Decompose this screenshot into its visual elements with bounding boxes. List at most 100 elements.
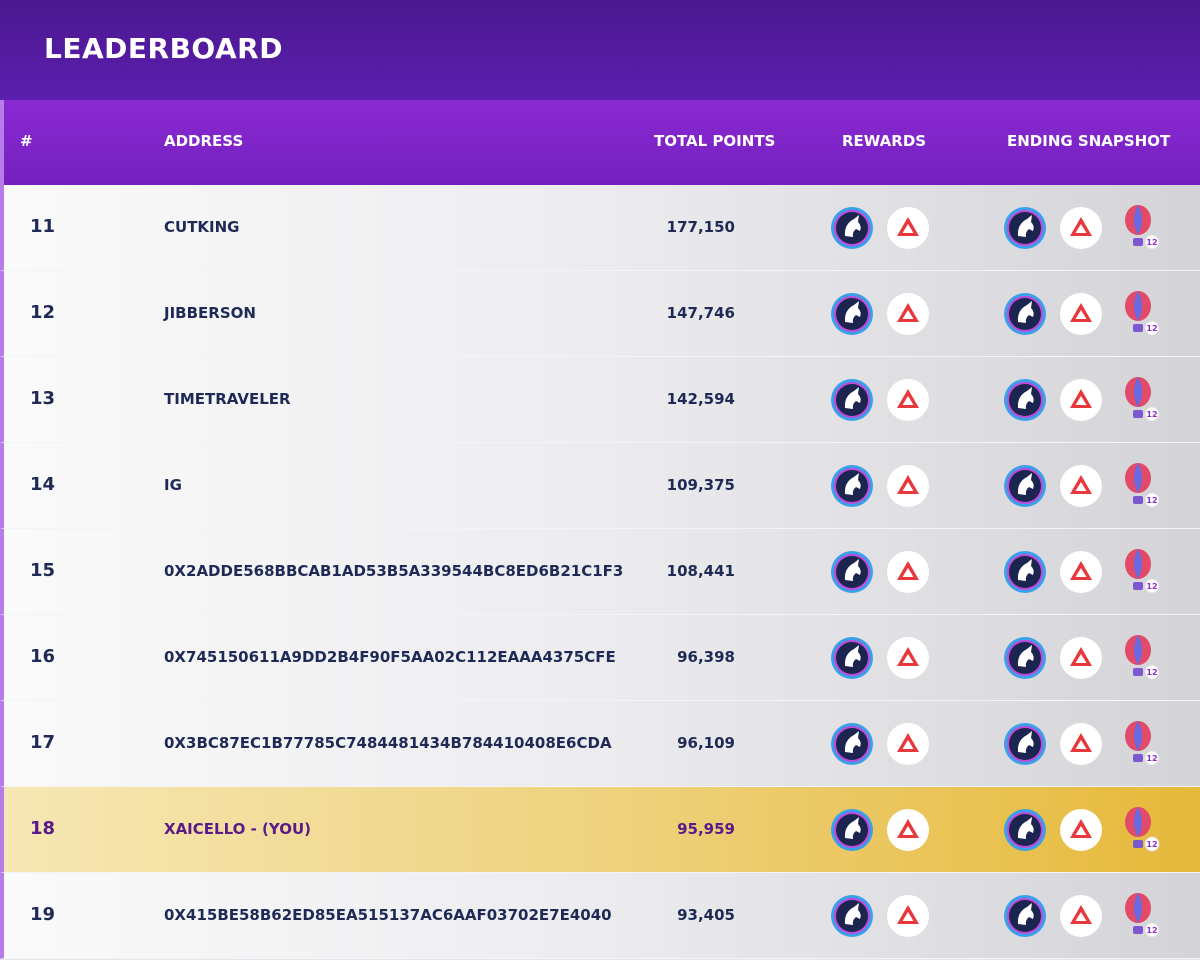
icon-glyph: [1017, 731, 1034, 753]
icon-glyph: [844, 301, 861, 323]
table-row: 13 TIMETRAVELER 142,594 12: [0, 357, 1200, 443]
column-header: #: [20, 132, 33, 150]
token-icon: [887, 465, 929, 507]
badge-bg: [1144, 836, 1160, 852]
icon-glyph: [1070, 905, 1092, 924]
table-row: 11 CUTKING 177,150 12: [0, 185, 1200, 271]
total-points: 96,398: [677, 648, 735, 666]
column-header: TOTAL POINTS: [654, 132, 776, 150]
table-row: 19 0X415BE58B62ED85EA515137AC6AAF03702E7E…: [0, 873, 1200, 959]
icon-bg: [887, 637, 929, 679]
icon-glyph: [897, 819, 919, 838]
unicorn-icon: [1004, 723, 1046, 765]
badge-bg: [1144, 234, 1160, 250]
badge-bg: [1144, 578, 1160, 594]
icon-bg: [887, 293, 929, 335]
balloon-icon: 12: [1125, 463, 1160, 508]
icon-bg: [1060, 551, 1102, 593]
token-icon: [1060, 465, 1102, 507]
total-points: 95,959: [677, 820, 735, 838]
icon-bg: [1060, 895, 1102, 937]
table-row: 14 IG 109,375 12: [0, 443, 1200, 529]
badge-bg: [1144, 320, 1160, 336]
balloon-stripe: [1134, 549, 1142, 579]
balloon-icon: 12: [1125, 291, 1160, 336]
balloon-stripe: [1134, 377, 1142, 407]
badge-label: 12: [1146, 410, 1157, 419]
token-icon: [1060, 895, 1102, 937]
column-header: ENDING SNAPSHOT: [1007, 132, 1171, 150]
icon-bg: [1060, 293, 1102, 335]
address: IG: [164, 476, 182, 494]
icon-glyph: [1017, 903, 1034, 925]
icon-glyph: [844, 215, 861, 237]
token-icon: [887, 637, 929, 679]
address: XAICELLO - (YOU): [164, 820, 311, 838]
basket: [1133, 496, 1143, 504]
badge-bg: [1144, 750, 1160, 766]
rank: 19: [30, 904, 56, 925]
icon-glyph: [844, 559, 861, 581]
balloon-icon: 12: [1125, 635, 1160, 680]
icon-glyph: [844, 817, 861, 839]
icon-glyph: [1070, 475, 1092, 494]
table-row: 12 JIBBERSON 147,746 12: [0, 271, 1200, 357]
unicorn-icon: [831, 465, 873, 507]
balloon-icon: 12: [1125, 377, 1160, 422]
token-icon: [887, 207, 929, 249]
total-points: 142,594: [666, 390, 735, 408]
address: CUTKING: [164, 218, 240, 236]
badge-label: 12: [1146, 238, 1157, 247]
icon-glyph: [1070, 647, 1092, 666]
table-body: 11 CUTKING 177,150 12 12 JIBBERSON 147,746 12 13…: [0, 185, 1200, 959]
rank: 17: [30, 732, 56, 753]
balloon-icon: 12: [1125, 893, 1160, 938]
token-icon: [1060, 207, 1102, 249]
balloon-icon: 12: [1125, 205, 1160, 250]
total-points: 109,375: [666, 476, 735, 494]
unicorn-icon: [831, 895, 873, 937]
badge-bg: [1144, 664, 1160, 680]
table-row: 18 XAICELLO - (YOU) 95,959 12: [0, 787, 1200, 873]
icon-glyph: [1017, 387, 1034, 409]
basket: [1133, 582, 1143, 590]
balloon-stripe: [1134, 721, 1142, 751]
rank: 13: [30, 388, 56, 409]
icon-glyph: [1070, 561, 1092, 580]
balloon-stripe: [1134, 807, 1142, 837]
balloon-stripe: [1134, 635, 1142, 665]
basket: [1133, 324, 1143, 332]
icon-glyph: [1070, 217, 1092, 236]
badge-bg: [1144, 492, 1160, 508]
icon-glyph: [1070, 389, 1092, 408]
unicorn-icon: [831, 551, 873, 593]
icon-bg: [1060, 465, 1102, 507]
token-icon: [1060, 551, 1102, 593]
balloon-icon: 12: [1125, 807, 1160, 852]
total-points: 147,746: [666, 304, 735, 322]
unicorn-icon: [1004, 293, 1046, 335]
icon-glyph: [844, 645, 861, 667]
unicorn-icon: [831, 379, 873, 421]
icon-glyph: [844, 473, 861, 495]
icon-glyph: [897, 905, 919, 924]
rank: 12: [30, 302, 56, 323]
rank: 18: [30, 818, 56, 839]
basket: [1133, 410, 1143, 418]
icon-bg: [1060, 809, 1102, 851]
badge-bg: [1144, 406, 1160, 422]
badge-label: 12: [1146, 668, 1157, 677]
balloon-stripe: [1134, 205, 1142, 235]
token-icon: [1060, 293, 1102, 335]
badge-label: 12: [1146, 324, 1157, 333]
badge-label: 12: [1146, 582, 1157, 591]
token-icon: [1060, 723, 1102, 765]
address: 0X415BE58B62ED85EA515137AC6AAF03702E7E40…: [164, 906, 612, 924]
basket: [1133, 926, 1143, 934]
token-icon: [1060, 809, 1102, 851]
badge-label: 12: [1146, 754, 1157, 763]
unicorn-icon: [1004, 207, 1046, 249]
icon-glyph: [844, 903, 861, 925]
icon-bg: [1060, 723, 1102, 765]
rank: 16: [30, 646, 56, 667]
